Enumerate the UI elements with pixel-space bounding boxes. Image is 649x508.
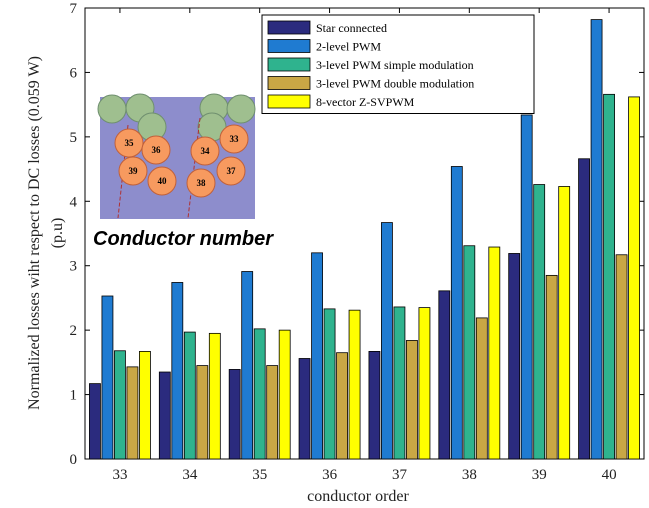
x-tick-label: 38 [462,467,477,483]
bar-3-34 [183,331,196,460]
bar-5-36 [348,309,361,460]
bar-2-40 [590,19,603,460]
y-tick-label: 3 [70,259,78,275]
plot-frame [84,7,645,460]
x-tick-label: 40 [602,467,617,483]
inset-conductor-label: 40 [158,176,168,186]
bar-2-33 [101,295,114,460]
bar-2-36 [311,252,323,460]
x-tick-label: 33 [112,467,127,483]
x-tick-label: 35 [252,467,267,483]
bar-3-38 [463,245,476,460]
bars-layer [89,19,640,460]
inset-conductor-label: 38 [197,178,207,188]
y-tick-label: 2 [70,323,78,339]
inset-conductor [219,124,249,154]
legend-swatch [267,39,311,53]
bar-3-40 [603,93,615,460]
inset-title: Conductor number [93,228,274,250]
bar-4-35 [266,365,279,460]
legend-label: 8-vector Z-SVPWM [316,95,415,109]
bar-5-38 [488,246,501,460]
bar-2-35 [241,271,254,460]
bar-3-35 [253,328,266,460]
inset-conductor-label: 33 [230,134,240,144]
bar-3-33 [114,350,126,460]
y-tick-label: 7 [70,1,78,17]
legend-label: 3-level PWM double modulation [316,77,474,91]
bar-5-33 [139,351,151,460]
bar-1-40 [578,158,590,460]
legend-swatch [267,76,311,90]
x-tick-label: 37 [392,467,408,483]
bar-2-37 [381,222,393,460]
legend-swatch [267,20,311,35]
x-tick-label: 34 [182,467,198,483]
bar-1-38 [438,290,451,460]
bar-4-38 [475,317,488,460]
bar-3-36 [323,308,336,460]
inset-conductor-label: 34 [201,146,211,156]
y-tick-label: 5 [70,130,78,146]
inset-conductor [216,156,246,186]
inset-conductor-label: 36 [152,145,162,155]
inset-boundary-right [187,117,201,219]
inset-outer-conductor [226,94,256,124]
inset-conductor [118,156,148,186]
inset-conductors: 35 36 39 40 34 33 38 37 [97,93,256,219]
inset-conductor-label: 39 [129,166,139,176]
x-axis-label: conductor order [307,488,409,505]
bar-5-37 [418,307,431,460]
bar-2-38 [450,166,463,460]
bar-5-39 [558,186,571,460]
legend-swatch [267,57,311,72]
y-tick-label: 1 [70,388,78,404]
inset-conductor [141,135,171,165]
bar-2-39 [520,114,533,460]
y-tick-label: 4 [70,194,78,210]
bar-1-37 [368,351,381,460]
x-tick-label: 36 [322,467,338,483]
legend-label: 2-level PWM [316,40,381,54]
y-axis-label-line1: Normalized losses wiht respect to DC los… [26,56,43,410]
bar-4-37 [406,340,418,460]
bar-5-40 [628,96,640,460]
bar-1-33 [89,383,101,460]
bar-4-34 [196,365,209,460]
inset-conductor-label: 35 [125,138,135,148]
conductor-inset: 35 36 39 40 34 33 38 37 Conductor number [93,93,274,250]
y-tick-label: 0 [70,452,78,468]
bar-4-36 [336,352,348,460]
inset-conductor [190,136,220,166]
inset-outer-conductor [97,94,127,124]
bar-4-40 [615,254,628,460]
bar-5-34 [208,332,221,460]
legend: Star connected 2-level PWM 3-level PWM sim… [261,14,535,114]
bar-3-37 [393,306,406,460]
x-tick-label: 39 [532,467,547,483]
bar-5-35 [278,329,291,460]
bar-4-33 [126,366,139,460]
bar-1-35 [228,369,241,460]
inset-conductor [147,166,177,196]
bar-4-39 [545,274,558,460]
bar-1-34 [158,371,171,460]
legend-label: Star connected [316,21,387,35]
inset-conductor [114,128,144,158]
inset-conductor-label: 37 [227,166,237,176]
legend-label: 3-level PWM simple modulation [316,58,474,72]
legend-swatch [267,94,311,109]
inset-conductor [186,168,216,198]
bar-1-39 [508,253,521,460]
bar-2-34 [171,282,184,460]
y-tick-label: 6 [70,65,78,81]
bar-1-36 [298,358,311,460]
bar-3-39 [533,184,546,460]
y-axis-label-line2: (p.u) [49,218,66,249]
